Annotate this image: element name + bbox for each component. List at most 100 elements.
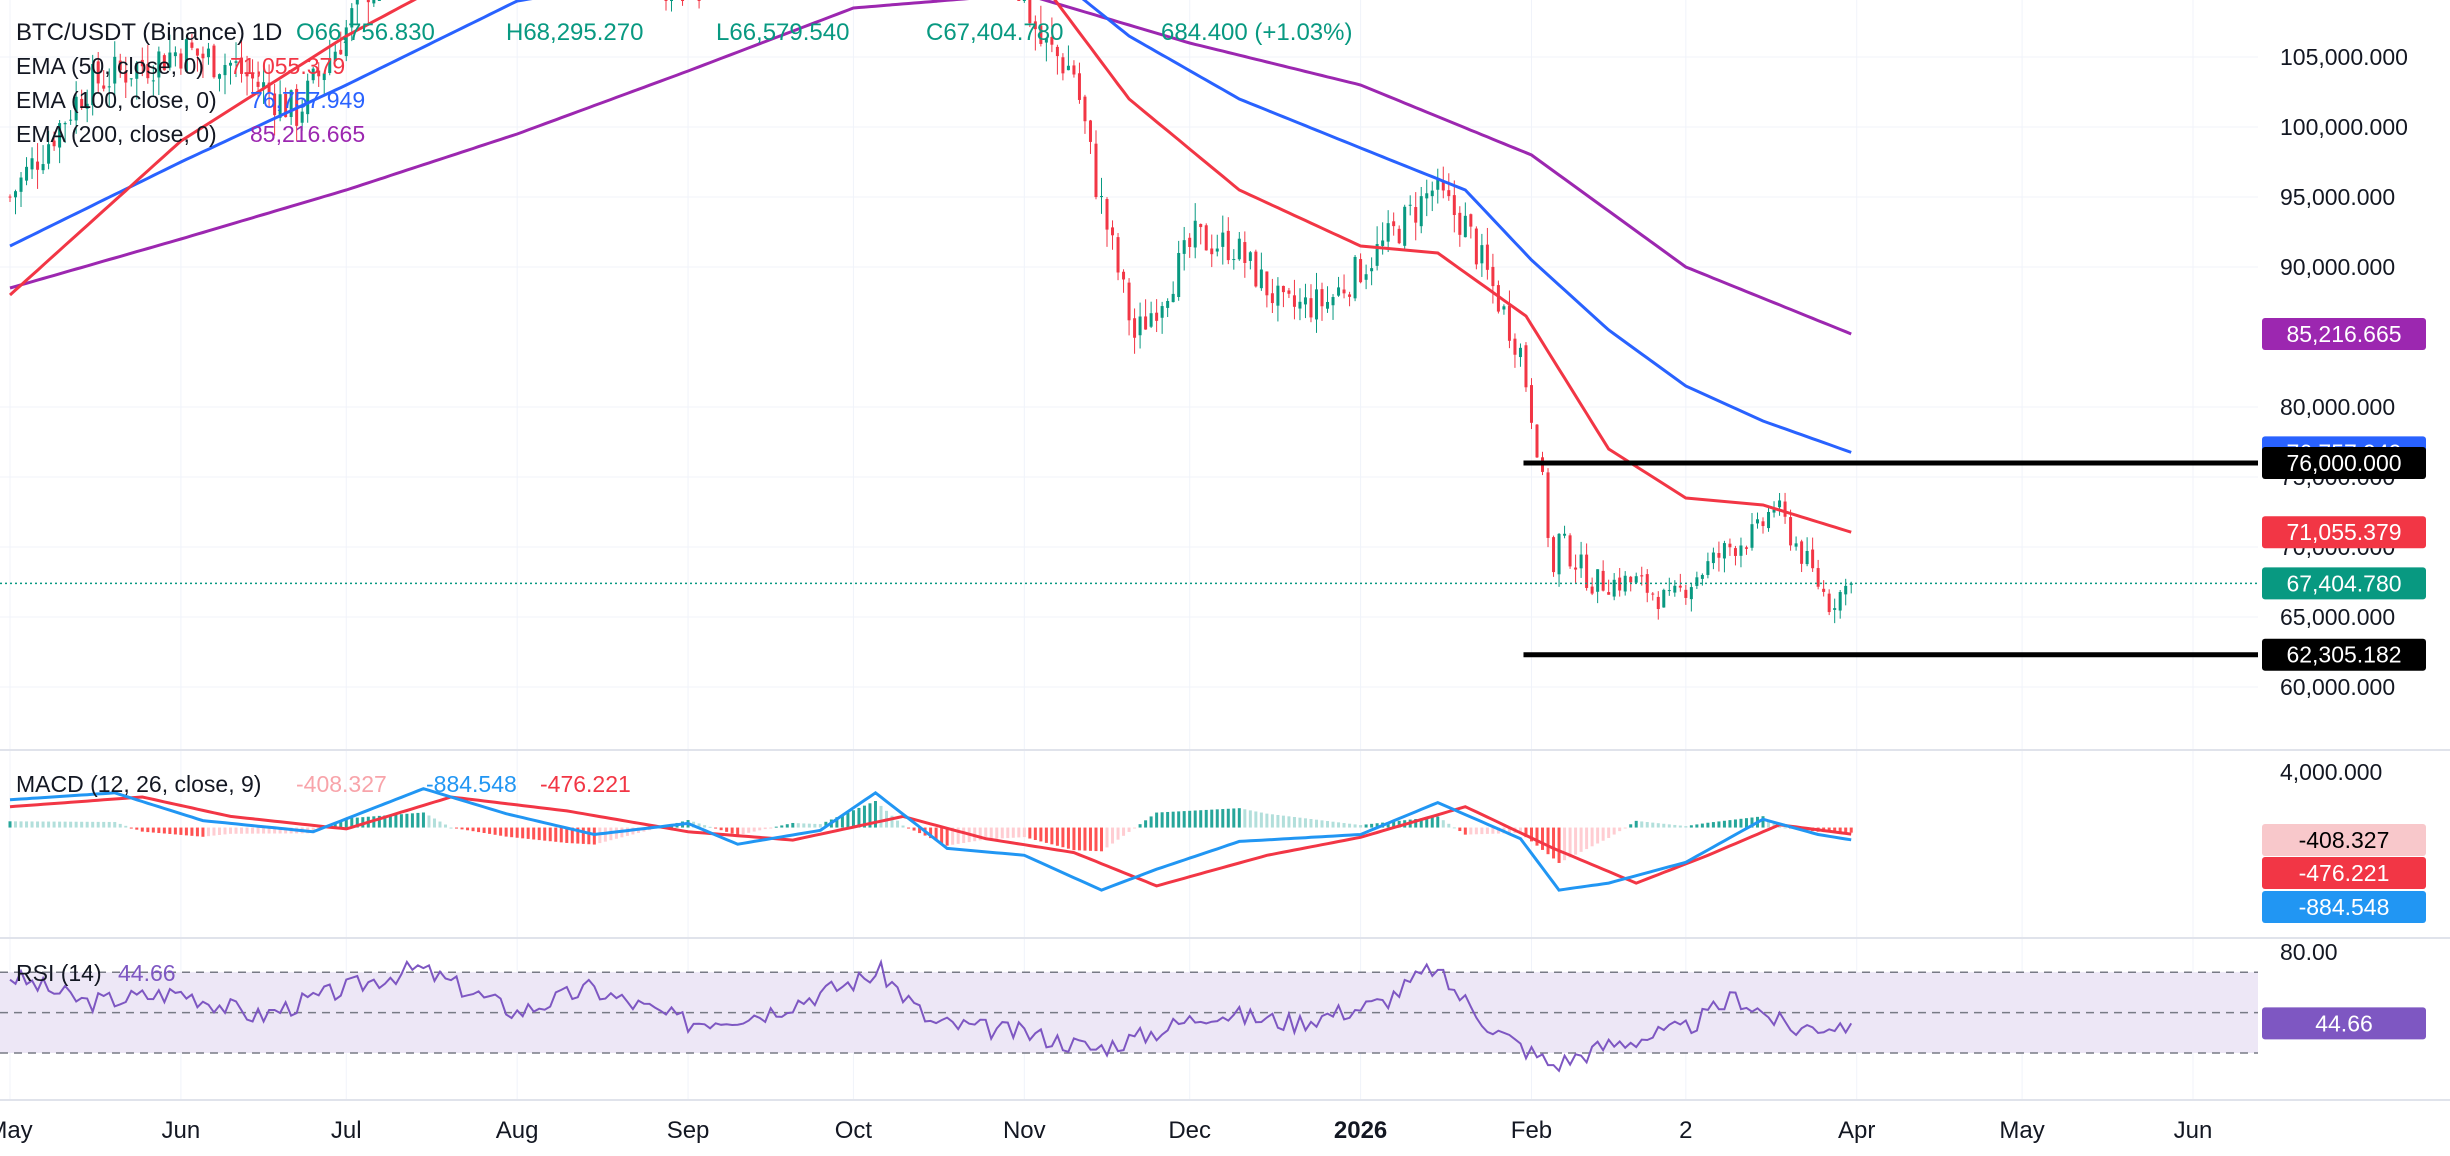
macd-histogram-bar bbox=[399, 814, 403, 828]
macd-tag-bg bbox=[2262, 891, 2426, 923]
candle-up bbox=[41, 164, 45, 171]
macd-histogram-bar bbox=[477, 827, 481, 833]
macd-histogram-bar bbox=[1651, 822, 1655, 828]
macd-histogram-bar bbox=[1485, 827, 1489, 834]
macd-histogram-bar bbox=[1155, 812, 1159, 828]
candle-up bbox=[19, 177, 23, 192]
candle-up bbox=[1425, 193, 1429, 199]
candle-down bbox=[190, 42, 194, 48]
candle-down bbox=[1678, 585, 1682, 588]
candle-down bbox=[1789, 517, 1793, 546]
candle-up bbox=[1221, 232, 1225, 247]
price-tick-label: 95,000.000 bbox=[2280, 184, 2395, 210]
candle-up bbox=[135, 62, 139, 79]
candle-down bbox=[195, 48, 199, 56]
candle-up bbox=[289, 90, 293, 118]
candle-up bbox=[1563, 533, 1567, 536]
macd-histogram-bar bbox=[951, 827, 955, 845]
macd-histogram-bar bbox=[1700, 823, 1704, 828]
candle-up bbox=[1695, 577, 1699, 586]
candle-down bbox=[1292, 295, 1296, 307]
candle-down bbox=[1601, 570, 1605, 591]
macd-histogram-bar bbox=[190, 827, 194, 836]
macd-histogram-bar bbox=[151, 827, 155, 833]
macd-histogram-bar bbox=[146, 827, 150, 833]
candle-down bbox=[1359, 259, 1363, 283]
macd-histogram-bar bbox=[807, 823, 811, 828]
macd-histogram-bar bbox=[1370, 823, 1374, 828]
candle-down bbox=[1733, 548, 1737, 556]
candle-up bbox=[1557, 533, 1561, 575]
candle-down bbox=[140, 59, 144, 67]
macd-histogram-bar bbox=[168, 827, 172, 834]
candle-down bbox=[697, 0, 701, 1]
candle-down bbox=[1414, 207, 1418, 223]
macd-histogram-bar bbox=[1314, 819, 1318, 828]
candle-up bbox=[1370, 268, 1374, 272]
macd-histogram-bar bbox=[1574, 827, 1578, 855]
macd-histogram-bar bbox=[570, 827, 574, 844]
macd-histogram-bar bbox=[1320, 820, 1324, 828]
candle-down bbox=[1055, 46, 1059, 57]
macd-histogram-bar bbox=[929, 827, 933, 839]
macd-histogram-bar bbox=[1011, 827, 1015, 838]
candle-down bbox=[1116, 237, 1120, 273]
candle-up bbox=[1177, 252, 1181, 298]
macd-histogram-bar bbox=[1061, 827, 1065, 848]
macd-histogram-bar bbox=[234, 827, 238, 834]
candle-down bbox=[1199, 224, 1203, 228]
macd-histogram-bar bbox=[58, 821, 62, 828]
macd-histogram-bar bbox=[1414, 818, 1418, 828]
macd-histogram-bar bbox=[978, 827, 982, 841]
candle-up bbox=[377, 0, 381, 1]
candle-up bbox=[1022, 0, 1026, 1]
macd-histogram-bar bbox=[1728, 820, 1732, 828]
ohlc-close: C67,404.780 bbox=[926, 19, 1063, 46]
candle-down bbox=[1513, 338, 1517, 355]
price-tag: 85,216.665 bbox=[2286, 321, 2401, 347]
candle-down bbox=[1496, 285, 1500, 312]
macd-histogram-bar bbox=[333, 823, 337, 828]
candle-up bbox=[107, 86, 111, 88]
macd-histogram-bar bbox=[1535, 827, 1539, 846]
macd-histogram-bar bbox=[581, 827, 585, 844]
macd-histogram-bar bbox=[383, 815, 387, 828]
macd-histogram-bar bbox=[907, 827, 911, 829]
candle-down bbox=[256, 81, 260, 87]
candle-up bbox=[151, 80, 155, 82]
macd-histogram-bar bbox=[405, 813, 409, 828]
candle-up bbox=[1215, 248, 1219, 252]
candle-up bbox=[278, 94, 282, 118]
macd-histogram-bar bbox=[940, 827, 944, 844]
macd-histogram-bar bbox=[846, 812, 850, 828]
macd-histogram-bar bbox=[1221, 809, 1225, 828]
macd-histogram-bar bbox=[851, 810, 855, 828]
macd-histogram-bar bbox=[245, 827, 249, 834]
candle-up bbox=[1386, 223, 1390, 242]
macd-histogram-bar bbox=[758, 827, 762, 831]
candle-up bbox=[328, 58, 332, 74]
candle-up bbox=[25, 166, 29, 181]
macd-histogram-bar bbox=[719, 827, 723, 831]
macd-histogram-bar bbox=[162, 827, 166, 834]
candle-down bbox=[1474, 228, 1478, 265]
macd-histogram-bar bbox=[1557, 827, 1561, 863]
axes: 105,000.000 100,000.000 95,000.000 90,000.0… bbox=[0, 44, 2408, 1144]
time-axis-label: Feb bbox=[1511, 1117, 1552, 1144]
candle-down bbox=[366, 0, 370, 3]
macd-histogram-bar bbox=[1254, 811, 1258, 828]
candle-down bbox=[1039, 25, 1043, 44]
candle-up bbox=[1138, 316, 1142, 336]
candle-down bbox=[1574, 567, 1578, 570]
macd-histogram-bar bbox=[1645, 822, 1649, 828]
candle-down bbox=[1017, 0, 1021, 1]
candle-up bbox=[306, 80, 310, 115]
candle-down bbox=[201, 53, 205, 59]
macd-histogram-bar bbox=[1750, 817, 1754, 828]
candle-up bbox=[1314, 289, 1318, 320]
horizontal-levels[interactable] bbox=[1523, 460, 2258, 658]
macd-histogram-bar bbox=[1281, 815, 1285, 828]
candle-up bbox=[1171, 293, 1175, 303]
macd-histogram-bar bbox=[879, 805, 883, 828]
